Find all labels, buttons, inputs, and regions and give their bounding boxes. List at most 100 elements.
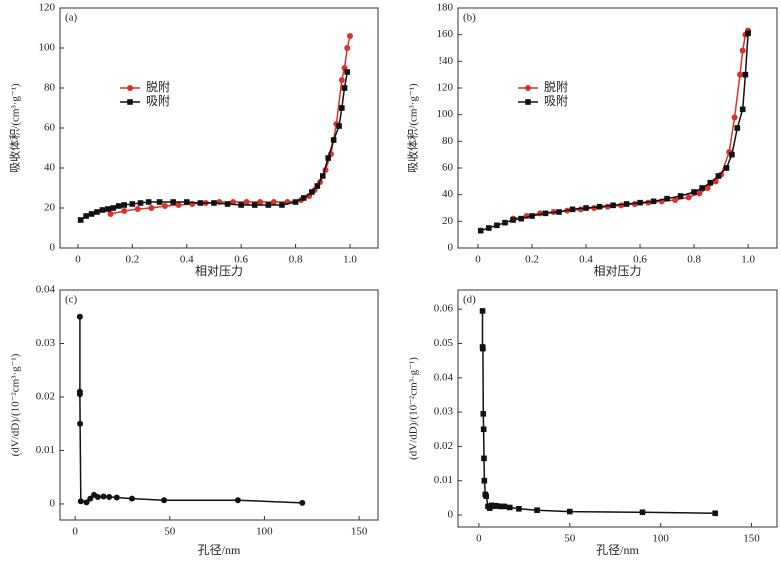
marker xyxy=(83,499,90,506)
x-tick-label: 100 xyxy=(652,533,669,545)
series-line xyxy=(512,30,749,220)
legend-label: 脱附 xyxy=(146,79,170,94)
marker xyxy=(88,211,95,217)
marker xyxy=(77,217,84,223)
x-tick-label: 0.4 xyxy=(180,254,194,266)
marker xyxy=(479,308,486,314)
x-axis-label: 孔径/nm xyxy=(198,543,241,557)
marker xyxy=(183,199,190,205)
marker xyxy=(745,30,751,37)
series-line xyxy=(79,316,303,504)
y-tick-label: 80 xyxy=(442,135,454,147)
marker xyxy=(556,209,562,215)
series-line xyxy=(481,310,716,515)
marker xyxy=(497,503,504,510)
x-tick-label: 1.0 xyxy=(343,254,357,266)
marker xyxy=(677,193,684,199)
marker xyxy=(691,189,697,195)
marker xyxy=(314,183,321,189)
legend-label: 脱附 xyxy=(544,79,568,94)
marker xyxy=(507,504,513,511)
y-tick-label: 100 xyxy=(39,42,56,54)
y-tick-label: 20 xyxy=(44,202,56,214)
marker xyxy=(480,411,487,417)
panel-label: (a) xyxy=(65,12,78,24)
x-tick-label: 0 xyxy=(72,526,78,538)
marker xyxy=(494,222,500,229)
y-tick-label: 80 xyxy=(44,82,56,94)
marker xyxy=(76,313,83,320)
marker xyxy=(715,173,722,179)
x-tick-label: 150 xyxy=(743,533,760,545)
x-tick-label: 0.2 xyxy=(125,254,139,266)
marker xyxy=(137,200,144,206)
marker xyxy=(696,190,703,197)
marker xyxy=(94,209,100,215)
marker xyxy=(510,217,516,223)
marker xyxy=(712,510,718,517)
marker xyxy=(110,205,117,211)
marker xyxy=(480,426,487,433)
y-tick-label: 100 xyxy=(437,108,454,120)
y-axis-label: 吸收体积/(cm³·g⁻¹) xyxy=(8,83,22,173)
x-tick-label: 0 xyxy=(75,254,81,266)
panel-label: (d) xyxy=(463,294,476,306)
marker xyxy=(731,114,738,121)
marker xyxy=(639,509,646,516)
marker xyxy=(699,185,705,191)
y-tick-label: 0.04 xyxy=(434,371,454,383)
marker xyxy=(734,125,741,131)
y-tick-label: 0 xyxy=(50,497,56,509)
marker xyxy=(623,201,630,207)
marker xyxy=(270,199,277,205)
marker xyxy=(197,200,204,206)
marker xyxy=(83,213,89,219)
x-tick-label: 50 xyxy=(164,526,176,538)
marker xyxy=(127,85,133,91)
marker xyxy=(243,199,250,205)
marker xyxy=(238,202,244,208)
y-axis-label: (dV/dD)/(10⁻²cm³·g⁻¹) xyxy=(408,357,420,460)
marker xyxy=(234,497,241,504)
y-tick-label: 0 xyxy=(448,509,454,521)
marker xyxy=(156,199,163,205)
marker xyxy=(542,210,549,217)
x-axis-label: 相对压力 xyxy=(593,264,641,278)
marker xyxy=(77,498,84,505)
x-tick-label: 0.8 xyxy=(289,254,303,266)
marker xyxy=(501,503,508,510)
y-tick-label: 0.06 xyxy=(434,303,454,315)
marker xyxy=(502,219,508,226)
marker xyxy=(685,194,692,201)
x-tick-label: 50 xyxy=(564,533,576,545)
y-tick-label: 0.04 xyxy=(36,284,56,296)
y-tick-label: 120 xyxy=(437,82,454,94)
x-tick-label: 0.6 xyxy=(633,254,647,266)
marker xyxy=(211,200,217,206)
marker xyxy=(175,202,182,208)
marker xyxy=(525,85,531,91)
marker xyxy=(148,205,155,211)
y-tick-label: 120 xyxy=(39,2,56,14)
marker xyxy=(87,495,94,502)
x-tick-label: 100 xyxy=(256,526,273,538)
marker xyxy=(145,199,152,205)
marker xyxy=(292,199,299,205)
marker xyxy=(650,198,657,205)
x-tick-label: 150 xyxy=(351,526,368,538)
plot-frame xyxy=(457,7,778,249)
marker xyxy=(346,33,353,39)
marker xyxy=(319,173,326,179)
marker xyxy=(121,202,127,208)
marker xyxy=(637,199,643,206)
marker xyxy=(106,494,113,500)
y-tick-label: 0.03 xyxy=(36,337,56,349)
x-tick-label: 0.4 xyxy=(579,254,593,266)
marker xyxy=(121,208,128,214)
marker xyxy=(265,202,272,208)
marker xyxy=(610,202,616,209)
y-tick-label: 160 xyxy=(437,28,454,40)
marker xyxy=(330,137,337,143)
marker xyxy=(325,155,332,161)
marker xyxy=(341,85,348,91)
